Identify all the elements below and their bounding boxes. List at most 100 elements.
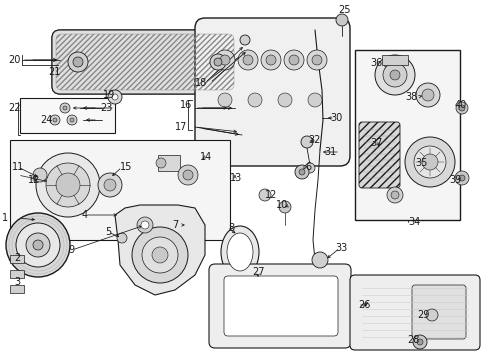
Circle shape [132, 227, 187, 283]
Circle shape [98, 173, 122, 197]
Text: 3: 3 [14, 277, 20, 287]
Text: 30: 30 [329, 113, 342, 123]
Circle shape [335, 14, 347, 26]
Text: 11: 11 [12, 162, 24, 172]
Text: 20: 20 [8, 55, 20, 65]
Circle shape [156, 158, 165, 168]
Circle shape [298, 169, 305, 175]
FancyBboxPatch shape [224, 276, 337, 336]
FancyBboxPatch shape [52, 30, 238, 94]
Text: 12: 12 [28, 175, 41, 185]
Circle shape [288, 55, 298, 65]
Text: 22: 22 [8, 103, 20, 113]
Text: 2: 2 [14, 253, 20, 263]
Text: 23: 23 [100, 103, 112, 113]
Circle shape [389, 70, 399, 80]
Text: 4: 4 [82, 210, 88, 220]
Circle shape [46, 163, 90, 207]
Text: 31: 31 [324, 147, 336, 157]
Text: 19: 19 [103, 90, 115, 100]
FancyBboxPatch shape [411, 285, 465, 339]
Circle shape [108, 90, 122, 104]
Circle shape [209, 54, 225, 70]
Circle shape [56, 173, 80, 197]
Circle shape [425, 309, 437, 321]
Circle shape [284, 50, 304, 70]
Circle shape [214, 58, 222, 66]
Circle shape [6, 213, 70, 277]
Circle shape [305, 163, 314, 173]
Circle shape [416, 339, 422, 345]
Circle shape [458, 105, 464, 111]
Bar [158, 155, 180, 171]
Text: 32: 32 [307, 135, 320, 145]
Circle shape [26, 233, 50, 257]
Text: 26: 26 [357, 300, 369, 310]
Circle shape [307, 93, 321, 107]
Polygon shape [115, 205, 204, 295]
Circle shape [67, 115, 77, 125]
Text: 8: 8 [227, 223, 234, 233]
Bar [10, 270, 24, 278]
Circle shape [458, 175, 464, 181]
Text: 18: 18 [195, 78, 207, 88]
Circle shape [137, 217, 153, 233]
Circle shape [36, 153, 100, 217]
Text: 37: 37 [369, 138, 382, 148]
Circle shape [33, 240, 43, 250]
Circle shape [294, 165, 308, 179]
Text: 15: 15 [120, 162, 132, 172]
Text: 29: 29 [417, 310, 429, 320]
Bar [354, 50, 459, 220]
FancyBboxPatch shape [52, 30, 238, 94]
Circle shape [306, 50, 326, 70]
Bar [381, 55, 407, 65]
Circle shape [33, 168, 47, 182]
Text: 17: 17 [175, 122, 187, 132]
Circle shape [183, 170, 193, 180]
Circle shape [386, 187, 402, 203]
Circle shape [218, 93, 231, 107]
Text: 39: 39 [449, 175, 461, 185]
Text: 16: 16 [180, 100, 192, 110]
Circle shape [311, 55, 321, 65]
Circle shape [152, 247, 168, 263]
FancyBboxPatch shape [208, 264, 350, 348]
Text: 40: 40 [454, 100, 467, 110]
Circle shape [73, 57, 83, 67]
Bar [10, 285, 24, 293]
Circle shape [311, 252, 327, 268]
Circle shape [421, 154, 437, 170]
Circle shape [259, 189, 270, 201]
Bar [10, 255, 24, 263]
Circle shape [142, 237, 178, 273]
Text: 6: 6 [305, 162, 310, 172]
Circle shape [413, 146, 445, 178]
Circle shape [50, 115, 60, 125]
Text: 14: 14 [200, 152, 212, 162]
Circle shape [238, 50, 258, 70]
Circle shape [141, 221, 149, 229]
Circle shape [382, 63, 406, 87]
Circle shape [247, 93, 262, 107]
Circle shape [215, 50, 235, 70]
Circle shape [278, 93, 291, 107]
Circle shape [53, 118, 57, 122]
Circle shape [16, 223, 60, 267]
Circle shape [63, 106, 67, 110]
Circle shape [178, 165, 198, 185]
Text: 28: 28 [407, 335, 419, 345]
Text: 9: 9 [68, 245, 74, 255]
Text: 33: 33 [334, 243, 346, 253]
FancyBboxPatch shape [358, 122, 399, 188]
Circle shape [279, 201, 290, 213]
Circle shape [454, 171, 468, 185]
FancyBboxPatch shape [195, 18, 349, 166]
Bar [20, 98, 115, 133]
Circle shape [243, 55, 252, 65]
Circle shape [261, 50, 281, 70]
Text: 34: 34 [407, 217, 419, 227]
Circle shape [220, 55, 229, 65]
Text: 25: 25 [337, 5, 350, 15]
Text: 13: 13 [229, 173, 242, 183]
